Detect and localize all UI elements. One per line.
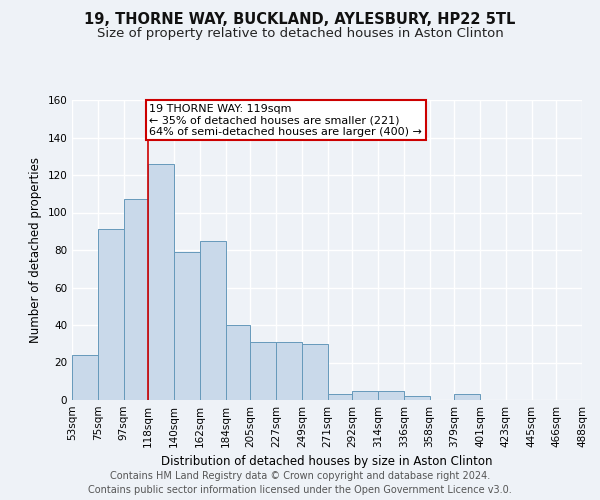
Bar — [302, 344, 328, 400]
Bar — [454, 394, 480, 400]
Bar — [250, 342, 276, 400]
Bar — [124, 200, 148, 400]
Text: Contains HM Land Registry data © Crown copyright and database right 2024.
Contai: Contains HM Land Registry data © Crown c… — [88, 471, 512, 495]
Bar — [174, 252, 200, 400]
Bar — [148, 164, 174, 400]
Text: 19 THORNE WAY: 119sqm
← 35% of detached houses are smaller (221)
64% of semi-det: 19 THORNE WAY: 119sqm ← 35% of detached … — [149, 104, 422, 137]
Bar — [276, 342, 302, 400]
Bar — [328, 394, 352, 400]
Y-axis label: Number of detached properties: Number of detached properties — [29, 157, 42, 343]
Bar — [98, 230, 124, 400]
Bar — [72, 355, 98, 400]
Bar — [226, 325, 250, 400]
Bar — [352, 390, 378, 400]
Bar — [378, 390, 404, 400]
X-axis label: Distribution of detached houses by size in Aston Clinton: Distribution of detached houses by size … — [161, 456, 493, 468]
Text: Size of property relative to detached houses in Aston Clinton: Size of property relative to detached ho… — [97, 28, 503, 40]
Bar — [404, 396, 430, 400]
Text: 19, THORNE WAY, BUCKLAND, AYLESBURY, HP22 5TL: 19, THORNE WAY, BUCKLAND, AYLESBURY, HP2… — [85, 12, 515, 28]
Bar — [200, 240, 226, 400]
